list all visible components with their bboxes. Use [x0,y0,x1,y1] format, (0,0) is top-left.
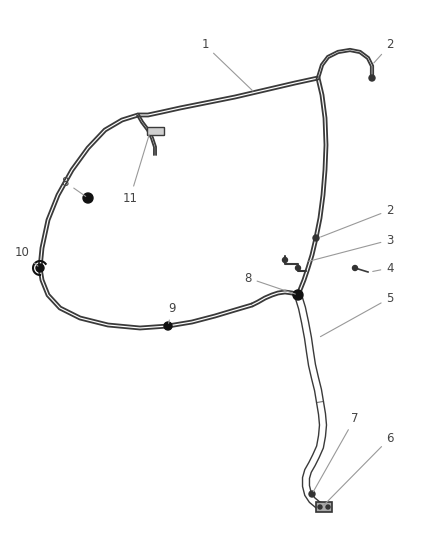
Circle shape [164,322,172,330]
Circle shape [318,505,322,509]
Bar [316,502,332,512]
Circle shape [313,235,319,241]
Text: 8: 8 [61,175,86,197]
Text: 10: 10 [14,246,38,266]
Text: 11: 11 [123,135,149,205]
Circle shape [36,264,44,272]
Text: 2: 2 [374,38,394,63]
FancyBboxPatch shape [148,127,165,135]
Circle shape [83,193,93,203]
Circle shape [283,257,287,262]
Circle shape [369,75,375,81]
Circle shape [309,491,315,497]
Text: 4: 4 [373,262,394,274]
Circle shape [326,505,330,509]
Circle shape [353,265,357,271]
Text: 6: 6 [324,432,394,505]
Text: 1: 1 [201,38,253,91]
Text: 3: 3 [309,233,394,261]
Circle shape [293,290,303,300]
Text: 9: 9 [168,302,176,324]
Text: 2: 2 [321,204,394,237]
Text: 8: 8 [244,271,295,294]
Text: 5: 5 [321,292,394,337]
Circle shape [296,265,300,271]
Text: 7: 7 [313,411,359,491]
